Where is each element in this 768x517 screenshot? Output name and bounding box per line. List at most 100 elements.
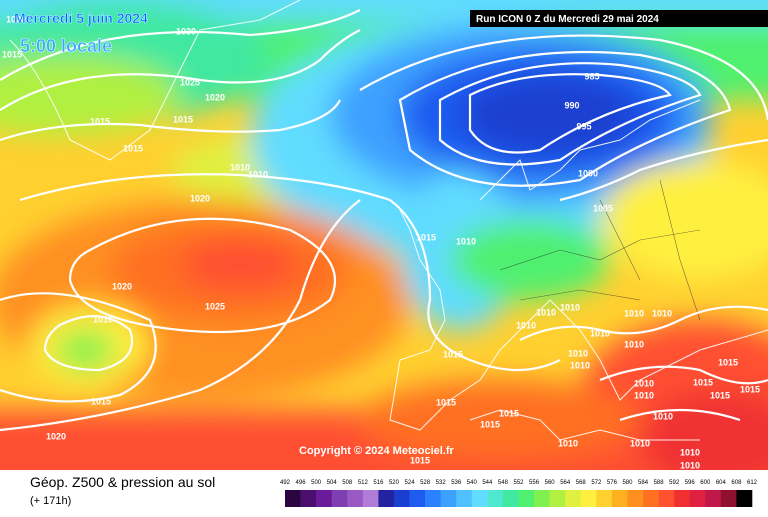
- scale-tick: 608: [731, 480, 742, 486]
- scale-swatch: [285, 490, 301, 507]
- isobar-label: 1010: [624, 339, 644, 349]
- footer-lead: (+ 171h): [30, 495, 71, 507]
- scale-tick: 496: [296, 480, 307, 486]
- isobar-label: 1020: [205, 92, 225, 102]
- map-time: 5:00 locale: [20, 36, 112, 56]
- isobar-label: 1010: [516, 320, 536, 330]
- scale-tick: 520: [389, 480, 400, 486]
- isobar-label: 1015: [90, 116, 110, 126]
- scale-swatch: [518, 490, 535, 507]
- scale-tick: 504: [327, 480, 338, 486]
- scale-tick: 564: [560, 480, 571, 486]
- scale-swatch: [300, 490, 317, 507]
- scale-swatch: [705, 490, 722, 507]
- scale-tick: 596: [685, 480, 696, 486]
- isobar-label: 1015: [480, 419, 500, 429]
- run-box: [470, 10, 768, 27]
- scale-tick: 560: [545, 480, 556, 486]
- run-info: Run ICON 0 Z du Mercredi 29 mai 2024: [476, 14, 659, 25]
- scale-swatch: [347, 490, 364, 507]
- isobar-label: 1010: [652, 308, 672, 318]
- isobar-label: 985: [584, 71, 599, 81]
- scale-swatch: [456, 490, 473, 507]
- scale-swatch: [596, 490, 613, 507]
- scale-swatch: [362, 490, 379, 507]
- scale-swatch: [736, 490, 753, 507]
- scale-swatch: [549, 490, 566, 507]
- scale-swatch: [409, 490, 426, 507]
- scale-tick: 576: [607, 480, 618, 486]
- scale-swatch: [627, 490, 644, 507]
- isobar-label: 1010: [680, 460, 700, 470]
- scale-tick: 536: [451, 480, 462, 486]
- scale-tick: 572: [591, 480, 602, 486]
- isobar-label: 1010: [568, 348, 588, 358]
- isobar-label: 1030: [176, 26, 196, 36]
- scale-swatch: [565, 490, 582, 507]
- isobar-label: 1010: [230, 162, 250, 172]
- isobar-label: 1025: [180, 77, 200, 87]
- isobar-label: 1010: [456, 236, 476, 246]
- scale-swatch: [534, 490, 550, 507]
- scale-tick: 580: [622, 480, 633, 486]
- scale-tick: 548: [498, 480, 509, 486]
- scale-swatch: [689, 490, 706, 507]
- scale-swatch: [720, 490, 737, 507]
- isobar-label: 1020: [190, 193, 210, 203]
- isobar-label: 1010: [630, 438, 650, 448]
- scale-tick: 500: [311, 480, 322, 486]
- isobar-label: 1015: [91, 396, 111, 406]
- isobar-label: 1005: [593, 203, 613, 213]
- isobar-label: 995: [576, 121, 591, 131]
- scale-swatch: [471, 490, 488, 507]
- scale-swatch: [580, 490, 597, 507]
- isobar-label: 1010: [536, 307, 556, 317]
- isobar-label: 1010: [558, 438, 578, 448]
- isobar-label: 1010: [93, 314, 113, 324]
- scale-tick: 604: [716, 480, 727, 486]
- isobar-label: 1020: [6, 14, 26, 24]
- isobar-label: 1015: [2, 49, 22, 59]
- copyright: Copyright © 2024 Meteociel.fr: [299, 445, 455, 457]
- scale-swatch: [658, 490, 675, 507]
- scale-tick: 588: [654, 480, 665, 486]
- isobar-label: 1015: [499, 408, 519, 418]
- scale-tick: 492: [280, 480, 291, 486]
- scale-swatch: [674, 490, 691, 507]
- scale-swatch: [425, 490, 441, 507]
- isobar-label: 1020: [112, 281, 132, 291]
- isobar-label: 990: [564, 100, 579, 110]
- scale-tick: 508: [342, 480, 353, 486]
- scale-tick: 512: [358, 480, 369, 486]
- isobar-label: 1010: [634, 390, 654, 400]
- scale-tick: 540: [467, 480, 478, 486]
- isobar-label: 1010: [680, 447, 700, 457]
- scale-swatch: [611, 490, 628, 507]
- isobar-label: 1015: [173, 114, 193, 124]
- scale-tick: 544: [482, 480, 493, 486]
- isobar-label: 1010: [560, 302, 580, 312]
- scale-tick: 592: [669, 480, 680, 486]
- scale-swatch: [643, 490, 659, 507]
- scale-swatch: [331, 490, 348, 507]
- isobar-label: 1010: [248, 169, 268, 179]
- isobar-label: 1015: [693, 377, 713, 387]
- isobar-label: 1010: [653, 411, 673, 421]
- scale-swatch: [378, 490, 395, 507]
- isobar-label: 1015: [436, 397, 456, 407]
- scale-swatch: [502, 490, 519, 507]
- isobar-label: 1015: [710, 390, 730, 400]
- scale-tick: 516: [373, 480, 384, 486]
- footer-title: Géop. Z500 & pression au sol: [30, 474, 215, 490]
- isobar-label: 1010: [634, 378, 654, 388]
- isobar-label: 1015: [443, 349, 463, 359]
- isobar-label: 1015: [123, 143, 143, 153]
- scale-tick: 568: [576, 480, 587, 486]
- scale-swatch: [487, 490, 504, 507]
- map-date: Mercredi 5 juin 2024: [14, 10, 148, 26]
- scale-swatch: [393, 490, 410, 507]
- isobar-label: 1010: [624, 308, 644, 318]
- scale-tick: 532: [436, 480, 447, 486]
